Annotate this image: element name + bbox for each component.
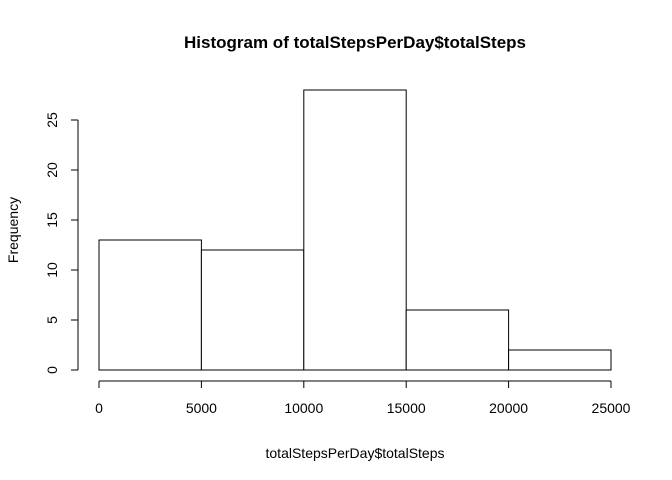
y-tick-label-4: 20 [44,162,60,178]
bars [98,89,612,371]
histogram-bar-3 [405,309,510,371]
y-tick-label-0: 0 [44,366,60,374]
y-tick-label-5: 25 [44,112,60,128]
x-tick-label-3: 15000 [387,400,426,416]
histogram-bar-4 [508,349,612,371]
histogram-bar-0 [98,239,202,371]
y-tick-label-3: 15 [44,212,60,228]
x-tick-label-1: 5000 [186,400,217,416]
histogram-bar-2 [303,89,407,371]
x-axis: 0 5000 10000 15000 20000 25000 [95,380,631,416]
histogram-bar-1 [200,249,305,371]
x-tick-label-2: 10000 [284,400,323,416]
y-tick-label-1: 5 [44,316,60,324]
y-axis: 0 5 10 15 20 25 [44,112,79,374]
x-tick-label-0: 0 [95,400,103,416]
chart-title: Histogram of totalStepsPerDay$totalSteps [184,33,526,52]
x-tick-label-4: 20000 [489,400,528,416]
x-axis-label: totalStepsPerDay$totalSteps [266,445,445,461]
x-tick-label-5: 25000 [592,400,631,416]
y-tick-label-2: 10 [44,262,60,278]
y-axis-label: Frequency [5,197,21,263]
